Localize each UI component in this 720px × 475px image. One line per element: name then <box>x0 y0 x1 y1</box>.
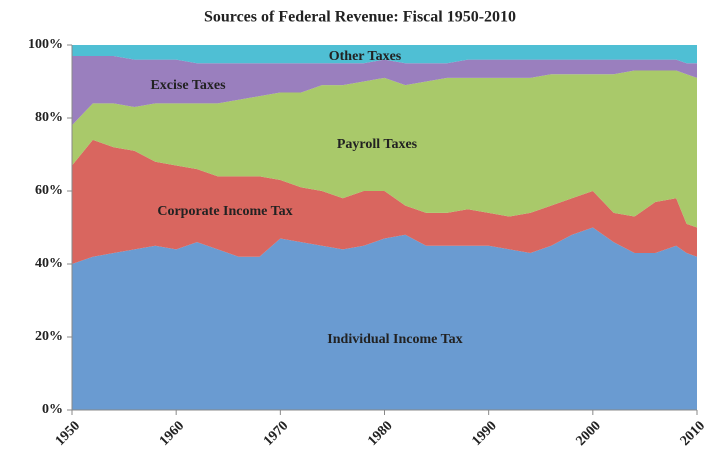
x-tick-label: 2000 <box>574 418 604 448</box>
y-tick-label: 80% <box>35 110 63 125</box>
x-tick-label: 1950 <box>53 418 83 448</box>
area <box>72 139 697 264</box>
y-tick-label: 60% <box>35 183 63 198</box>
y-tick-label: 0% <box>42 402 63 417</box>
x-tick-label: 1980 <box>365 418 395 448</box>
x-tick-label: 1970 <box>261 418 291 448</box>
y-tick-label: 100% <box>28 37 63 52</box>
area-label: Excise Taxes <box>150 78 226 93</box>
y-tick-label: 40% <box>35 256 63 271</box>
chart-title: Sources of Federal Revenue: Fiscal 1950-… <box>204 9 516 26</box>
area <box>72 55 697 126</box>
area-label: Payroll Taxes <box>337 137 418 152</box>
area-label: Corporate Income Tax <box>157 204 292 219</box>
x-tick-label: 1990 <box>469 418 499 448</box>
area <box>72 45 697 64</box>
area <box>72 227 697 410</box>
x-tick-label: 1960 <box>157 418 187 448</box>
x-tick-label: 2010 <box>678 418 708 448</box>
y-tick-label: 20% <box>35 329 63 344</box>
area-label: Other Taxes <box>329 49 402 64</box>
area <box>72 70 697 228</box>
area-label: Individual Income Tax <box>327 332 462 347</box>
